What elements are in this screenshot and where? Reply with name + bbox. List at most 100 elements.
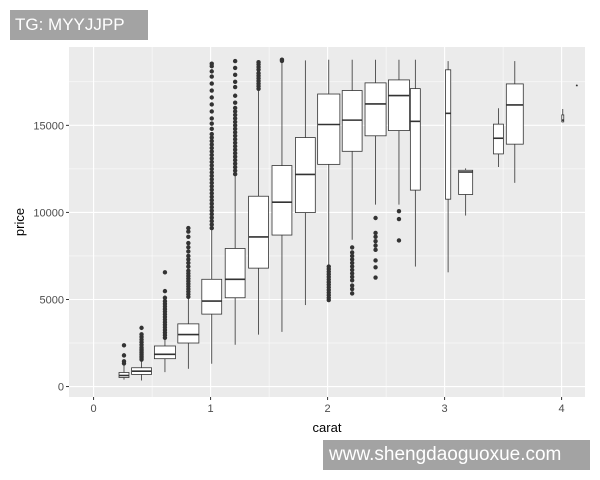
- outlier-point: [232, 164, 238, 170]
- outlier-point: [373, 234, 378, 240]
- outlier-point: [209, 191, 214, 196]
- outlier-point: [209, 152, 214, 158]
- outlier-point: [349, 283, 355, 288]
- outlier-point: [209, 173, 214, 179]
- outlier-point: [209, 138, 214, 144]
- outlier-point: [373, 243, 378, 248]
- outlier-point: [186, 249, 191, 254]
- box: [505, 83, 524, 145]
- box-group: [118, 343, 130, 380]
- y-axis-label: price: [12, 208, 27, 236]
- box: [154, 345, 176, 360]
- outlier-point: [349, 260, 355, 266]
- box-group: [445, 61, 452, 273]
- outlier-point: [232, 168, 238, 173]
- outlier-point: [256, 70, 261, 76]
- outlier-point: [209, 194, 214, 199]
- outlier-point: [209, 131, 214, 137]
- outlier-point: [209, 142, 214, 147]
- outlier-point: [162, 295, 168, 300]
- x-tick-label: 0: [91, 403, 97, 415]
- box-group: [341, 59, 363, 296]
- outlier-point: [186, 225, 191, 231]
- outlier-point: [121, 343, 127, 348]
- outlier-point: [121, 359, 127, 364]
- box-group: [388, 59, 410, 243]
- outlier-point: [232, 144, 238, 149]
- outlier-point: [232, 58, 238, 64]
- box: [445, 69, 452, 200]
- x-tick-label: 2: [325, 403, 331, 415]
- box: [409, 88, 421, 191]
- box-group: [295, 60, 316, 306]
- outlier-point: [209, 88, 214, 93]
- outlier-point: [162, 299, 168, 304]
- outlier-point: [209, 201, 214, 206]
- box-group: [224, 58, 246, 345]
- outlier-point: [186, 240, 191, 246]
- outlier-point: [232, 79, 238, 85]
- y-tick-label: 10000: [33, 207, 64, 219]
- outlier-point: [349, 264, 355, 269]
- box: [458, 169, 474, 195]
- box-group: [317, 59, 341, 303]
- outlier-point: [232, 123, 238, 128]
- box: [177, 323, 200, 344]
- outlier-point: [209, 177, 214, 182]
- outlier-point: [373, 265, 378, 270]
- box-group: [248, 59, 269, 335]
- x-tick-label: 4: [559, 403, 565, 415]
- outlier-point: [349, 271, 355, 276]
- outlier-point: [232, 154, 238, 159]
- outlier-point: [232, 161, 238, 166]
- outlier-point: [373, 258, 378, 263]
- outlier-point: [162, 270, 168, 275]
- outlier-point: [373, 215, 378, 221]
- outlier-point: [139, 325, 144, 331]
- box-group: [505, 61, 524, 183]
- outlier-point: [232, 140, 238, 145]
- outlier-point: [209, 211, 214, 217]
- y-tick-label: 15000: [33, 120, 64, 132]
- outlier-point: [349, 250, 355, 255]
- box: [224, 248, 246, 299]
- box: [364, 82, 387, 137]
- box: [317, 93, 341, 165]
- box-group: [409, 59, 421, 267]
- outlier-point: [209, 69, 214, 74]
- outlier-point: [209, 102, 214, 107]
- outlier-point: [209, 159, 214, 165]
- outlier-point: [209, 170, 214, 175]
- outlier-point: [209, 225, 214, 231]
- outlier-point: [349, 291, 355, 296]
- outlier-point: [232, 151, 238, 156]
- x-tick-label: 1: [208, 403, 214, 415]
- outlier-point: [396, 238, 402, 243]
- outlier-point: [349, 253, 355, 259]
- outlier-point: [186, 260, 191, 266]
- outlier-point: [209, 121, 214, 126]
- outlier-point: [349, 274, 355, 280]
- y-tick-label: 0: [58, 382, 64, 394]
- outlier-point: [209, 187, 214, 192]
- outlier-point: [232, 109, 238, 114]
- outlier-point: [349, 267, 355, 273]
- outlier-point: [232, 72, 238, 78]
- outlier-point: [232, 65, 238, 71]
- box-group: [561, 108, 565, 123]
- outlier-point: [209, 126, 214, 132]
- outlier-point: [232, 126, 238, 132]
- outlier-point: [209, 135, 214, 140]
- box-group: [575, 84, 578, 87]
- outlier-point: [232, 116, 238, 121]
- outlier-point: [232, 171, 238, 177]
- outlier-point: [373, 247, 378, 253]
- outlier-point: [349, 257, 355, 262]
- outlier-point: [232, 112, 238, 118]
- box-group: [458, 168, 474, 216]
- box: [248, 195, 269, 269]
- outlier-point: [186, 245, 191, 250]
- outlier-point: [373, 238, 378, 244]
- outlier-point: [209, 166, 214, 172]
- box-group: [177, 225, 200, 369]
